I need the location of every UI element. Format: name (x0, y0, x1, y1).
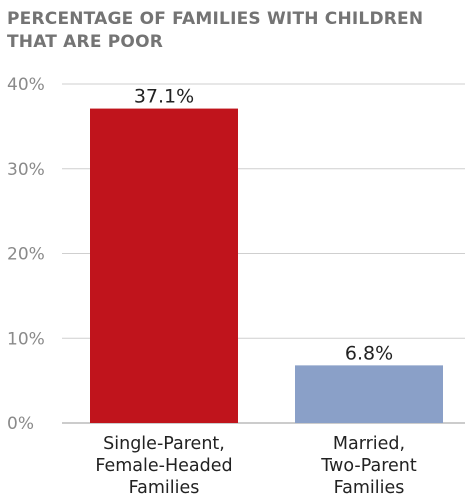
y-tick-label: 40% (7, 75, 45, 95)
y-tick-label: 10% (7, 329, 45, 349)
bar (90, 108, 238, 423)
bar (295, 365, 443, 423)
bar-value-label: 6.8% (345, 342, 393, 364)
bar-value-label: 37.1% (134, 86, 194, 108)
y-tick-label: 30% (7, 160, 45, 180)
y-tick-label: 20% (7, 245, 45, 265)
x-category-label-line: Single-Parent, (103, 434, 225, 454)
x-category-label-line: Families (334, 478, 405, 498)
x-category-label: Single-Parent, Female-Headed Families (95, 434, 232, 498)
x-category-label: Married, Two-Parent Families (320, 434, 417, 498)
y-tick-label: 0% (7, 414, 34, 434)
x-category-label-line: Two-Parent (320, 456, 417, 476)
x-category-label-line: Married, (333, 434, 405, 454)
chart-title: PERCENTAGE OF FAMILIES WITH CHILDREN THA… (7, 9, 424, 52)
x-category-label-line: Female-Headed (95, 456, 232, 476)
x-category-label-line: Families (129, 478, 200, 498)
